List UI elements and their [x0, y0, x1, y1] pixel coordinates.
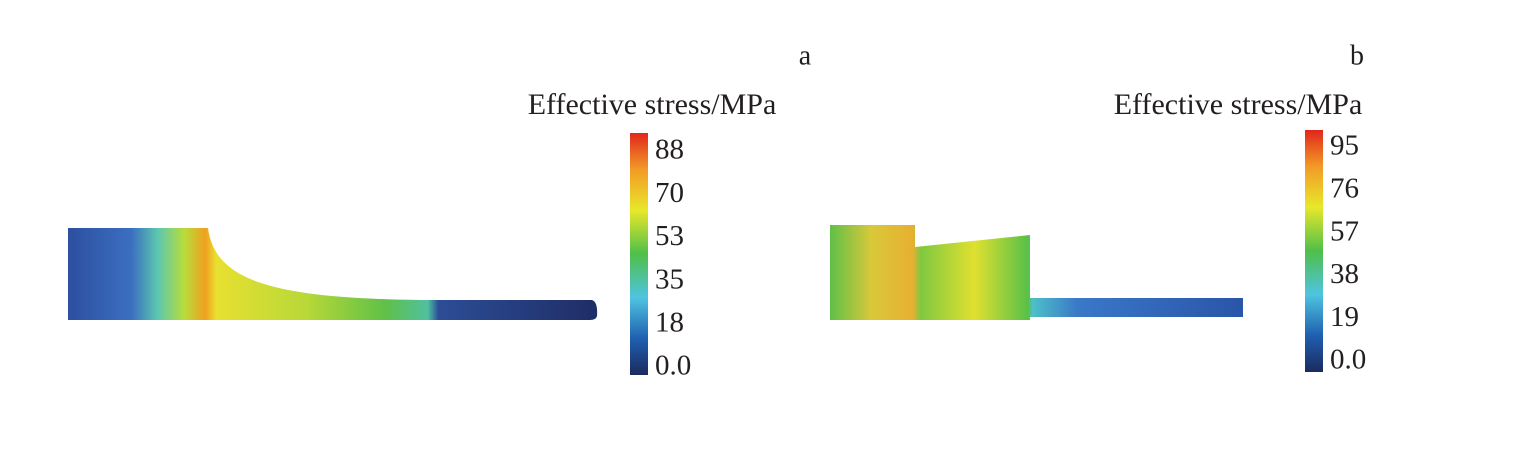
- colorbar-tick-label: 38: [1330, 258, 1359, 290]
- colorbar-tick-label: 0.0: [1330, 344, 1366, 376]
- panel-a: a Effective stress/MPa 88 70 53 35 18 0.0: [68, 40, 812, 382]
- stress-contour: [68, 228, 598, 320]
- stress-contour: [830, 225, 1243, 320]
- colorbar-tick-label: 57: [1330, 215, 1359, 247]
- colorbar: [1305, 130, 1323, 372]
- colorbar-tick-label: 35: [655, 263, 684, 295]
- colorbar-tick-label: 53: [655, 220, 684, 252]
- colorbar-tick-label: 70: [655, 177, 684, 209]
- colorbar-tick-label: 76: [1330, 172, 1359, 204]
- panel-b: b Effective stress/MPa 95 76 57 38 19 0.0: [830, 40, 1366, 376]
- panel-label: a: [799, 40, 812, 71]
- colorbar: [630, 133, 648, 375]
- colorbar-tick-label: 0.0: [655, 350, 691, 382]
- colorbar-tick-label: 95: [1330, 130, 1359, 162]
- colorbar-tick-label: 88: [655, 134, 684, 166]
- colorbar-title: Effective stress/MPa: [528, 88, 777, 121]
- colorbar-title: Effective stress/MPa: [1114, 88, 1363, 121]
- colorbar-tick-label: 19: [1330, 301, 1359, 333]
- panel-label: b: [1350, 40, 1364, 71]
- colorbar-tick-label: 18: [655, 306, 684, 338]
